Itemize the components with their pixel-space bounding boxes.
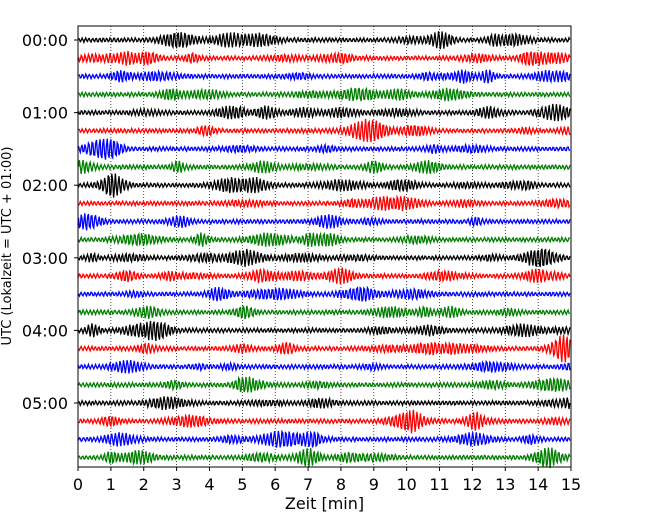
trace-line [77, 305, 571, 320]
y-axis-label: UTC (Lokalzeit = UTC + 01:00) [0, 147, 15, 346]
y-tick-label: 04:00 [22, 321, 68, 340]
x-tick-label: 10 [396, 475, 416, 494]
trace-line [77, 86, 571, 102]
trace-line [78, 447, 571, 469]
x-tick-label: 6 [270, 475, 280, 494]
x-tick-label: 4 [204, 475, 214, 494]
trace-line [77, 267, 571, 285]
x-tick-label: 5 [237, 475, 247, 494]
trace-line [77, 359, 571, 374]
trace-line [77, 375, 571, 393]
trace-line [77, 320, 571, 342]
trace-line [77, 50, 571, 67]
trace-line [77, 138, 571, 160]
trace-line [78, 68, 571, 85]
trace-line [77, 159, 571, 175]
trace-line [77, 429, 571, 448]
trace-line [78, 118, 571, 143]
y-tick-label: 01:00 [22, 104, 68, 123]
x-tick-label: 14 [528, 475, 548, 494]
y-axis-ticks: 00:00 01:00 02:00 03:00 04:00 05:00 [22, 31, 78, 413]
x-tick-label: 13 [495, 475, 515, 494]
y-tick-label: 03:00 [22, 249, 68, 268]
trace-line [77, 213, 571, 231]
x-tick-label: 1 [106, 475, 116, 494]
trace-line [77, 194, 571, 212]
x-tick-label: 3 [172, 475, 182, 494]
x-tick-label: 7 [303, 475, 313, 494]
x-tick-label: 12 [462, 475, 482, 494]
x-tick-label: 9 [369, 475, 379, 494]
trace-line [77, 334, 571, 363]
x-tick-label: 15 [561, 475, 581, 494]
plot-frame [77, 25, 572, 468]
trace-line [77, 285, 571, 302]
trace-line [77, 248, 571, 268]
y-tick-label: 05:00 [22, 394, 68, 413]
trace-line [78, 31, 571, 50]
x-axis-ticks: 0 1 2 3 4 5 6 7 8 9 10 11 12 13 14 15 [73, 467, 581, 494]
trace-line [78, 409, 571, 434]
trace-line [77, 396, 571, 411]
trace-line [77, 231, 571, 247]
x-tick-label: 11 [429, 475, 449, 494]
y-tick-label: 02:00 [22, 176, 68, 195]
y-tick-label: 00:00 [22, 31, 68, 50]
trace-line [77, 173, 571, 198]
x-axis-label: Zeit [min] [285, 494, 364, 513]
x-tick-label: 0 [73, 475, 83, 494]
x-tick-label: 8 [336, 475, 346, 494]
trace-line [77, 103, 571, 122]
seismic-traces [77, 31, 571, 469]
x-tick-label: 2 [139, 475, 149, 494]
